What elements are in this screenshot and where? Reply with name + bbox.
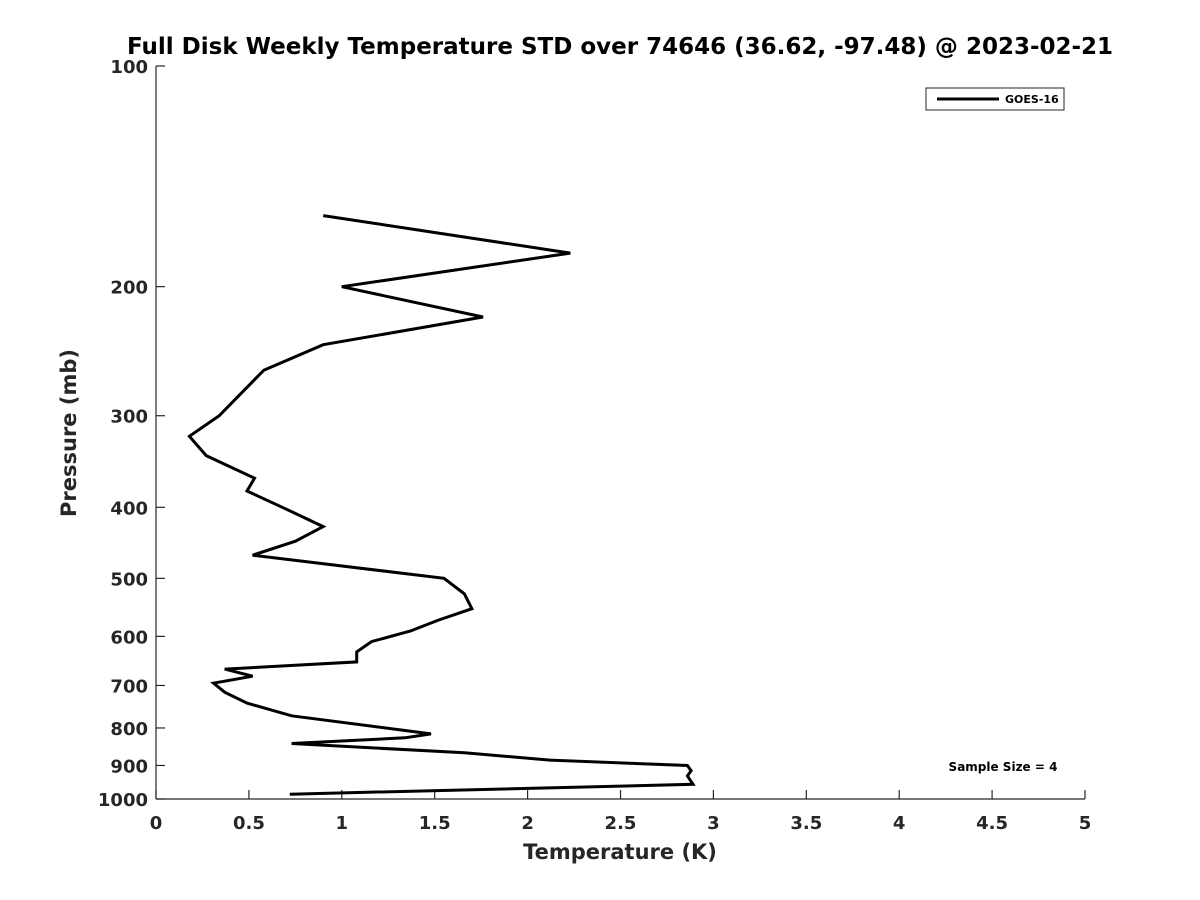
x-tick-label: 3.5 xyxy=(790,813,822,834)
legend-entry-goes-16: GOES-16 xyxy=(1005,93,1059,106)
series-layer xyxy=(187,214,696,796)
y-tick-label: 200 xyxy=(110,278,148,299)
x-ticks: 0 0.5 1 1.5 2 2.5 3 3.5 4 4.5 5 xyxy=(150,790,1092,834)
x-tick-label: 4.5 xyxy=(976,813,1008,834)
x-tick-label: 1.5 xyxy=(419,813,451,834)
legend: GOES-16 xyxy=(925,87,1065,111)
x-tick-label: 5 xyxy=(1079,813,1092,834)
x-tick-label: 0.5 xyxy=(233,813,265,834)
y-tick-label: 700 xyxy=(110,676,148,697)
x-axis-label: Temperature (K) xyxy=(523,840,717,864)
y-axis-label: Pressure (mb) xyxy=(57,349,81,517)
x-tick-label: 3 xyxy=(707,813,720,834)
chart-title: Full Disk Weekly Temperature STD over 74… xyxy=(127,34,1113,60)
y-tick-label: 1000 xyxy=(98,790,148,811)
plot-area xyxy=(155,66,1085,800)
x-tick-label: 0 xyxy=(150,813,163,834)
y-tick-label: 300 xyxy=(110,407,148,428)
x-tick-label: 1 xyxy=(336,813,349,834)
y-tick-label: 600 xyxy=(110,627,148,648)
y-tick-label: 800 xyxy=(110,719,148,740)
y-tick-label: 500 xyxy=(110,569,148,590)
y-tick-label: 100 xyxy=(110,57,148,78)
y-ticks: 100 200 300 400 500 600 700 800 900 1000 xyxy=(98,57,165,811)
series-line-goes-16 xyxy=(187,214,696,796)
y-tick-label: 900 xyxy=(110,756,148,777)
x-tick-label: 2.5 xyxy=(605,813,637,834)
sample-size-annotation: Sample Size = 4 xyxy=(949,760,1058,774)
x-tick-label: 2 xyxy=(521,813,534,834)
y-tick-label: 400 xyxy=(110,498,148,519)
x-tick-label: 4 xyxy=(893,813,906,834)
